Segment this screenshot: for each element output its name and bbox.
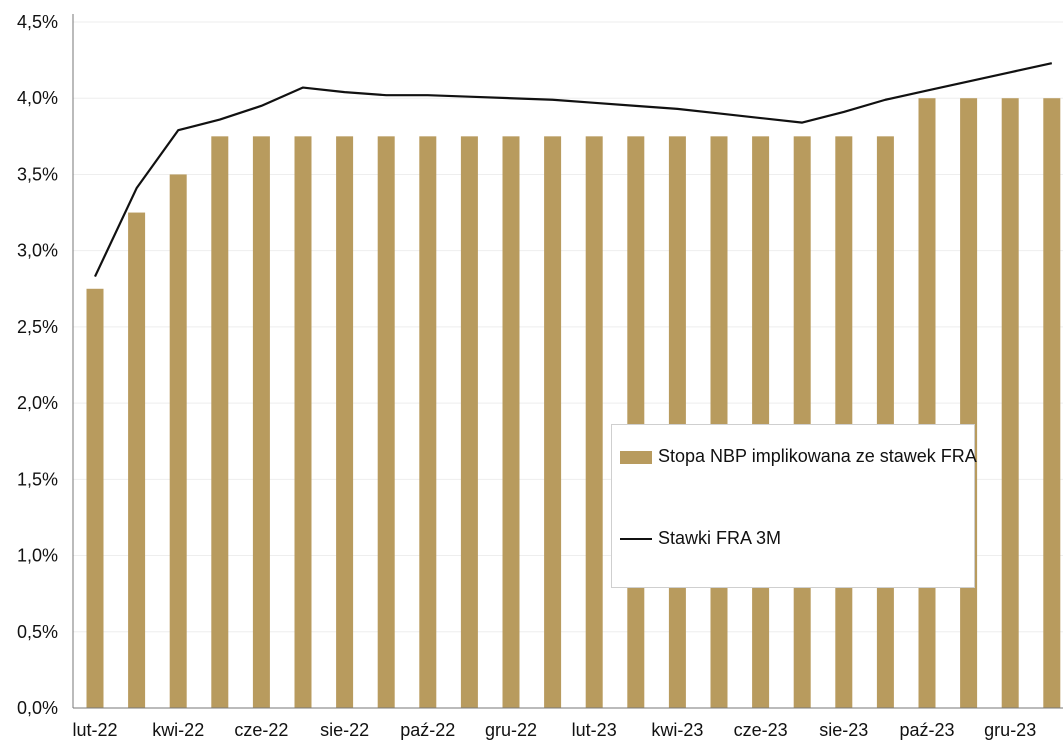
y-tick-label: 1,5% [17, 469, 58, 489]
bar-sie-22 [336, 136, 354, 709]
y-tick-label: 3,5% [17, 164, 58, 184]
bar-cze-23 [752, 136, 770, 709]
x-tick-label: lut-23 [572, 720, 617, 740]
y-axis-ticks: 0,0% 0,5% 1,0% 1,5% 2,0% 2,5% 3,0% 3,5% 4,0% 4,5% [17, 12, 58, 718]
legend: Stopa NBP implikowana ze stawek FRA Staw… [611, 424, 978, 588]
bar-sty-24 [1043, 98, 1061, 708]
bar-maj-22 [211, 136, 229, 709]
bar-lut-23 [585, 136, 603, 709]
bar-mar-22 [128, 212, 146, 709]
legend-item-bars: Stopa NBP implikowana ze stawek FRA [620, 445, 978, 468]
bar-maj-23 [710, 136, 728, 709]
x-tick-label: kwi-22 [152, 720, 204, 740]
legend-label-bars: Stopa NBP implikowana ze stawek FRA [658, 446, 977, 466]
line-series [94, 62, 1053, 278]
bar-lip-23 [793, 136, 811, 709]
y-tick-label: 4,0% [17, 88, 58, 108]
x-tick-label: lut-22 [72, 720, 117, 740]
x-tick-label: kwi-23 [651, 720, 703, 740]
legend-item-line: Stawki FRA 3M [620, 527, 978, 550]
bar-lis-22 [460, 136, 478, 709]
x-tick-label: sie-23 [819, 720, 868, 740]
bar-lut-22 [86, 288, 104, 708]
bar-gru-22 [502, 136, 520, 709]
bar-sie-23 [835, 136, 853, 709]
x-tick-label: paź-22 [400, 720, 455, 740]
bar-wrz-23 [876, 136, 894, 709]
y-tick-label: 2,0% [17, 393, 58, 413]
bar-sty-23 [544, 136, 562, 709]
legend-label-line: Stawki FRA 3M [658, 528, 782, 548]
legend-swatch-line [620, 538, 652, 540]
axes [72, 14, 1063, 709]
bar-lis-23 [960, 98, 978, 708]
y-tick-label: 2,5% [17, 317, 58, 337]
x-tick-label: sie-22 [320, 720, 369, 740]
x-tick-label: gru-22 [485, 720, 537, 740]
bar-mar-23 [627, 136, 645, 709]
x-axis-ticks: lut-22 kwi-22 cze-22 sie-22 paź-22 gru-22 lut-… [72, 720, 1036, 740]
bar-gru-23 [1001, 98, 1019, 708]
x-tick-label: cze-23 [734, 720, 788, 740]
bar-wrz-22 [377, 136, 395, 709]
y-tick-label: 0,5% [17, 622, 58, 642]
bar-lip-22 [294, 136, 312, 709]
x-tick-label: cze-22 [234, 720, 288, 740]
bar-kwi-23 [668, 136, 686, 709]
legend-swatch-bars [620, 451, 652, 464]
x-tick-label: gru-23 [984, 720, 1036, 740]
line-fra-3m [94, 62, 1053, 278]
bar-kwi-22 [169, 174, 187, 708]
y-tick-label: 3,0% [17, 241, 58, 261]
y-tick-label: 0,0% [17, 698, 58, 718]
gridlines [73, 21, 1063, 633]
y-tick-label: 1,0% [17, 546, 58, 566]
bar-paź-22 [419, 136, 437, 709]
y-tick-label: 4,5% [17, 12, 58, 32]
bar-cze-22 [252, 136, 270, 709]
x-tick-label: paź-23 [899, 720, 954, 740]
bar-paź-23 [918, 98, 936, 708]
